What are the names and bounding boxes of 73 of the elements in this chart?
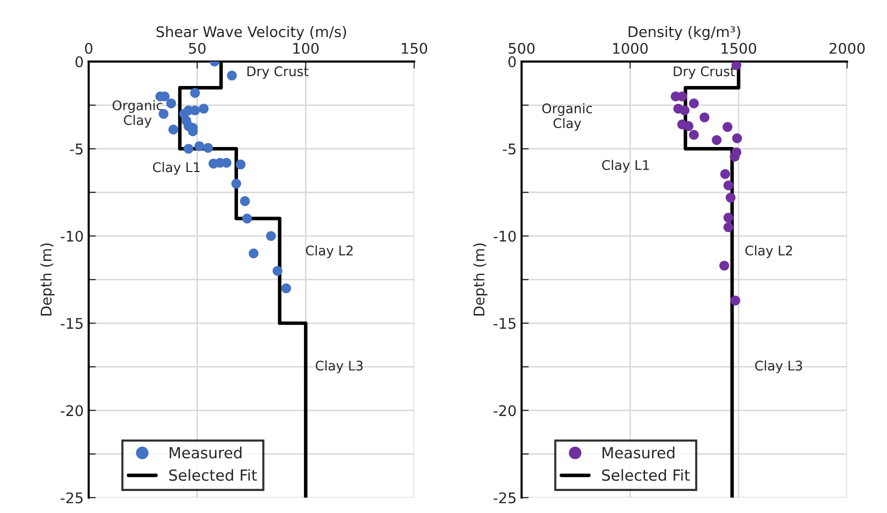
annotation: Clay L2	[745, 245, 792, 258]
y-axis-title: Depth (m)	[473, 244, 488, 316]
point	[272, 266, 282, 276]
point	[730, 296, 740, 306]
point	[184, 121, 194, 132]
point	[184, 144, 194, 154]
point	[190, 88, 200, 98]
annotation: Clay L3	[316, 360, 363, 374]
y-tick-label: 0	[76, 56, 83, 68]
point	[266, 231, 276, 241]
point	[194, 141, 204, 152]
x-tick-label: 500	[508, 42, 535, 54]
point	[723, 180, 734, 190]
annotation: Clay L3	[755, 360, 802, 374]
x-tick-label: 0	[85, 42, 92, 54]
y-tick-label: -15	[494, 318, 516, 329]
x-tick-label: 1000	[613, 42, 648, 54]
point	[719, 260, 730, 271]
point	[166, 98, 176, 108]
y-tick-label: -25	[494, 492, 516, 504]
y-tick-label: -15	[60, 318, 83, 329]
point	[242, 214, 252, 224]
point	[730, 152, 740, 162]
y-tick-label: -10	[60, 230, 83, 242]
x-tick-label: 1500	[722, 42, 756, 54]
x-tick-label: 150	[402, 42, 428, 54]
point	[722, 122, 732, 132]
y-tick-label: -5	[70, 144, 83, 155]
x-tick-label: 50	[189, 42, 206, 54]
annotation: Organic Clay	[112, 100, 162, 128]
point	[680, 105, 690, 116]
legend-label: Selected Fit	[169, 469, 257, 481]
point	[236, 160, 246, 170]
x-axis-title: Density (kg/m³)	[628, 26, 740, 40]
x-tick-label: 2000	[830, 42, 865, 54]
point	[700, 112, 710, 122]
point	[723, 222, 734, 232]
annotation: Clay L1	[602, 160, 649, 173]
point	[732, 133, 742, 144]
point	[227, 70, 237, 80]
point	[198, 104, 209, 114]
point	[203, 142, 213, 153]
annotation: Organic Clay	[542, 103, 592, 131]
legend-label: Selected Fit	[602, 469, 690, 481]
point	[240, 196, 250, 206]
point	[231, 178, 242, 189]
point	[281, 283, 292, 294]
point	[684, 121, 694, 132]
x-axis-title: Shear Wave Velocity (m/s)	[156, 26, 346, 40]
point	[222, 158, 232, 168]
annotation: Clay L1	[152, 162, 200, 175]
point	[723, 212, 734, 223]
point	[720, 169, 730, 179]
point	[712, 135, 722, 145]
point	[248, 248, 259, 258]
y-tick-label: -20	[60, 405, 83, 416]
point	[688, 130, 699, 140]
y-axis-title: Depth (m)	[40, 244, 54, 316]
legend-label: Measured	[170, 446, 242, 458]
annotation: Dry Crust	[247, 66, 308, 79]
y-tick-label: -20	[494, 405, 516, 416]
y-tick-label: -25	[60, 492, 83, 504]
point	[688, 98, 699, 108]
annotation: Clay L2	[306, 245, 353, 258]
legend-label: Measured	[602, 446, 674, 458]
y-tick-label: -10	[494, 230, 516, 242]
x-tick-label: 100	[293, 42, 319, 54]
y-tick-label: 0	[508, 56, 516, 68]
y-tick-label: -5	[502, 144, 516, 155]
point	[168, 124, 178, 134]
point	[677, 92, 688, 102]
annotation: Dry Crust	[674, 66, 735, 79]
point	[726, 192, 736, 203]
